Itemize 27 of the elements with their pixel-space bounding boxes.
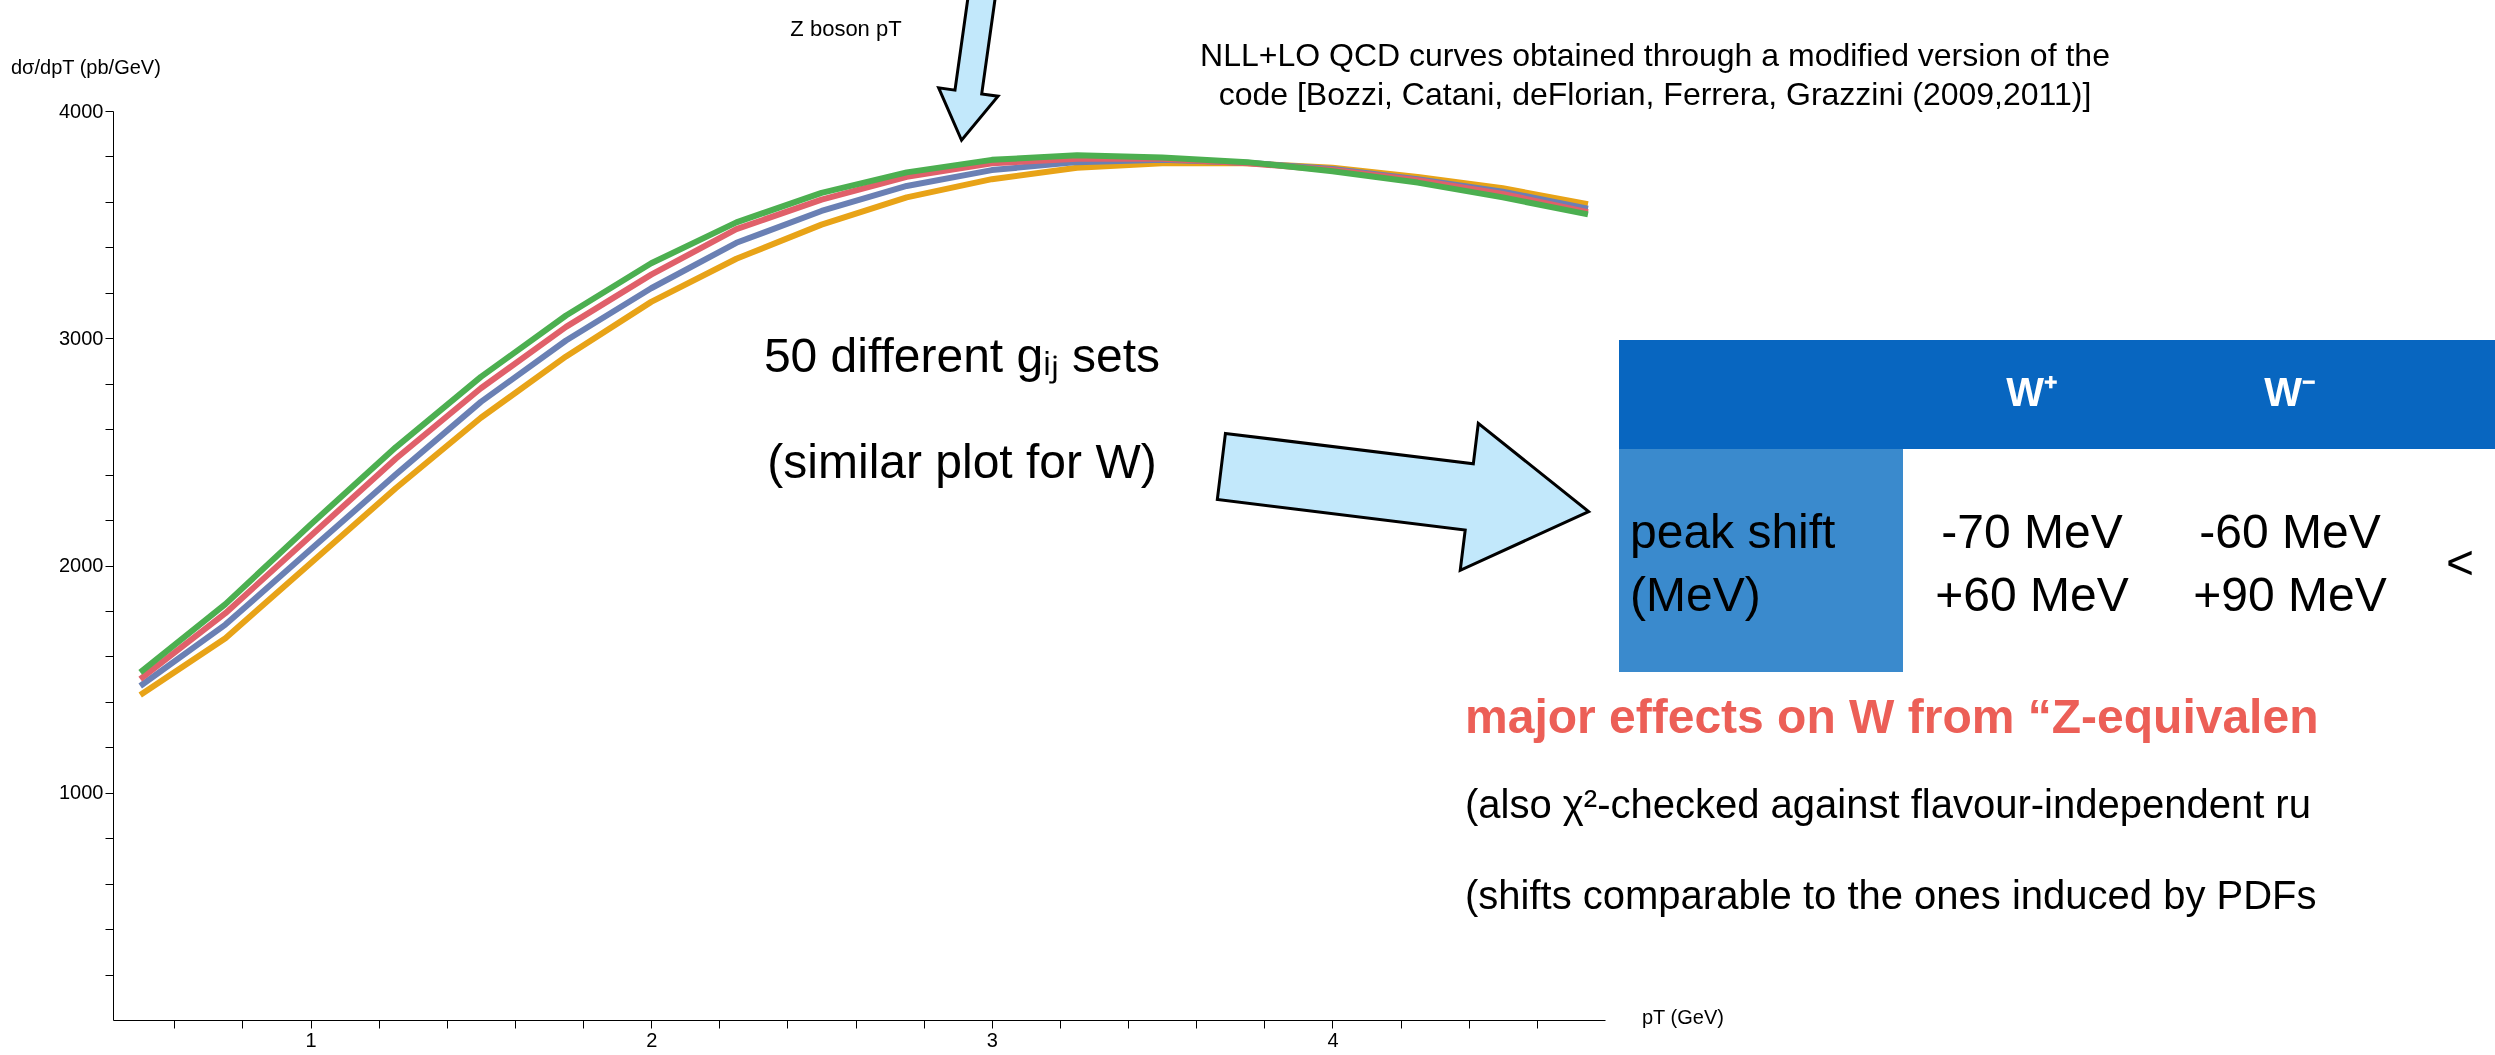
annotation: 50 different gᵢⱼ sets bbox=[763, 329, 1161, 384]
x-axis-title: pT (GeV) bbox=[1642, 1006, 1724, 1028]
text: +60 MeV bbox=[1935, 568, 2129, 621]
x-tick-label: 4 bbox=[1327, 1028, 1339, 1051]
y-tick-label: 1000 bbox=[59, 781, 104, 804]
text: peak shift bbox=[1630, 505, 1836, 558]
x-tick-label: 1 bbox=[305, 1028, 317, 1051]
x-tick-label: 3 bbox=[986, 1028, 998, 1051]
annotation: (similar plot for W) bbox=[767, 435, 1157, 488]
text: (MeV) bbox=[1630, 568, 1761, 621]
annotation: (shifts comparable to the ones induced by PDFs bbox=[1465, 873, 2317, 917]
text: NLL+LO QCD curves obtained through a modified version of the bbox=[1200, 37, 2110, 73]
text: W⁻ bbox=[2264, 370, 2316, 414]
y-tick-label: 4000 bbox=[59, 99, 104, 122]
x-tick-label: 2 bbox=[646, 1028, 658, 1051]
y-axis-title: dσ/dpT (pb/GeV) bbox=[11, 56, 161, 78]
annotation: major effects on W from “Z-equivalen bbox=[1465, 690, 2319, 743]
text: -60 MeV bbox=[2199, 505, 2381, 558]
annotation: code [Bozzi, Catani, deFlorian, Ferrera, Grazzini (2009,2011)] bbox=[1218, 76, 2092, 112]
y-tick-label: 3000 bbox=[59, 326, 104, 349]
text: Z boson pT bbox=[790, 16, 902, 41]
annotation: (also χ²-checked against flavour-independent ru bbox=[1465, 782, 2311, 826]
text: +90 MeV bbox=[2193, 568, 2387, 621]
text: W⁺ bbox=[2006, 370, 2058, 414]
y-tick-label: 2000 bbox=[59, 554, 104, 576]
text: -70 MeV bbox=[1941, 505, 2123, 558]
text: < bbox=[2445, 536, 2475, 589]
